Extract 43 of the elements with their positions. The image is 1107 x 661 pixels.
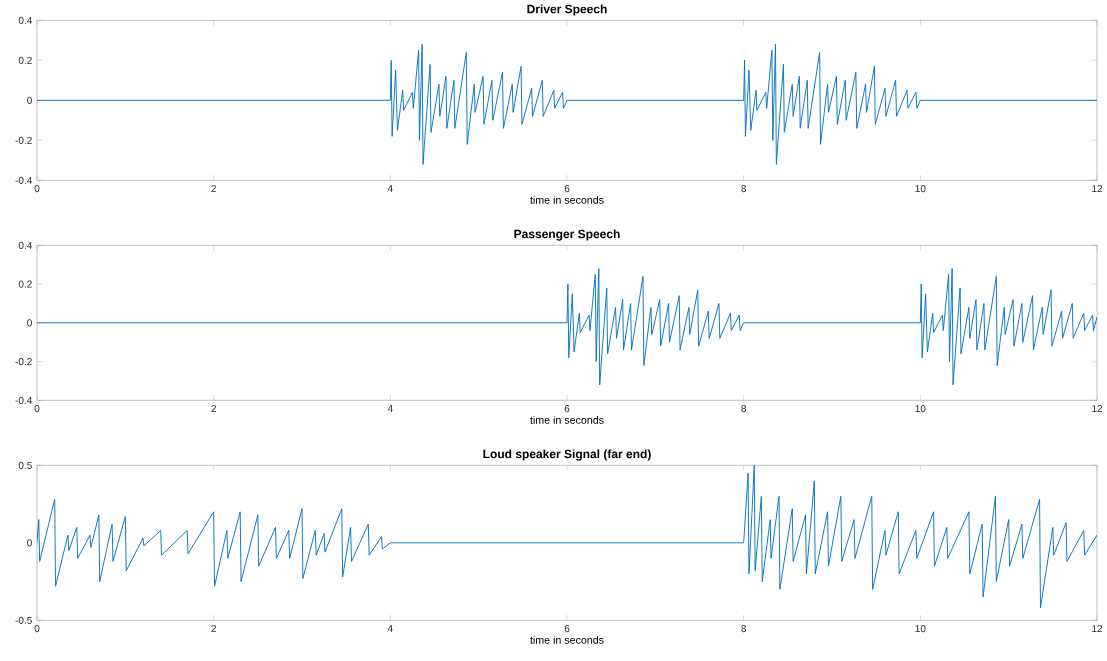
x-tick-label: 2 <box>211 404 216 412</box>
x-axis-title: time in seconds <box>530 635 604 644</box>
x-axis-title: time in seconds <box>530 195 604 204</box>
x-tick-label: 0 <box>34 404 40 412</box>
x-tick-label: 6 <box>564 184 570 192</box>
x-tick-label: 10 <box>915 184 926 192</box>
chart-title: Passenger Speech <box>514 229 620 241</box>
x-tick-label: 2 <box>211 624 216 632</box>
chart-title: Loud speaker Signal (far end) <box>483 449 651 461</box>
line-series <box>37 465 1098 609</box>
y-tick-label: 0.2 <box>18 56 32 64</box>
y-tick-label: 0.5 <box>18 461 32 469</box>
x-tick-label: 8 <box>741 624 747 632</box>
y-tick-label: 0.4 <box>18 16 32 24</box>
line-series <box>37 43 1098 165</box>
y-tick-label: 0 <box>27 539 32 547</box>
y-tick-label: -0.4 <box>15 176 32 184</box>
x-tick-label: 10 <box>915 624 926 632</box>
chart-title: Driver Speech <box>527 4 607 16</box>
x-tick-label: 12 <box>1092 184 1103 192</box>
y-tick-label: -0.4 <box>15 396 32 404</box>
x-tick-label: 12 <box>1092 404 1103 412</box>
x-tick-label: 6 <box>564 624 570 632</box>
x-tick-label: 2 <box>211 184 216 192</box>
x-tick-label: 12 <box>1092 624 1103 632</box>
x-tick-label: 4 <box>387 404 393 412</box>
y-tick-label: 0 <box>27 96 32 104</box>
y-tick-label: -0.2 <box>15 136 32 144</box>
x-tick-label: 6 <box>564 404 570 412</box>
x-axis-title: time in seconds <box>530 415 604 424</box>
x-tick-label: 10 <box>915 404 926 412</box>
x-tick-label: 4 <box>387 624 393 632</box>
y-tick-label: 0.2 <box>18 280 32 288</box>
x-tick-label: 8 <box>741 184 747 192</box>
x-tick-label: 4 <box>387 184 393 192</box>
line-series <box>37 267 1098 386</box>
y-tick-label: 0 <box>27 319 32 327</box>
y-tick-label: -0.5 <box>15 616 32 624</box>
y-tick-label: -0.2 <box>15 357 32 365</box>
x-tick-label: 0 <box>34 184 40 192</box>
x-tick-label: 8 <box>741 404 747 412</box>
y-tick-label: 0.4 <box>18 241 32 249</box>
x-tick-label: 0 <box>34 624 40 632</box>
